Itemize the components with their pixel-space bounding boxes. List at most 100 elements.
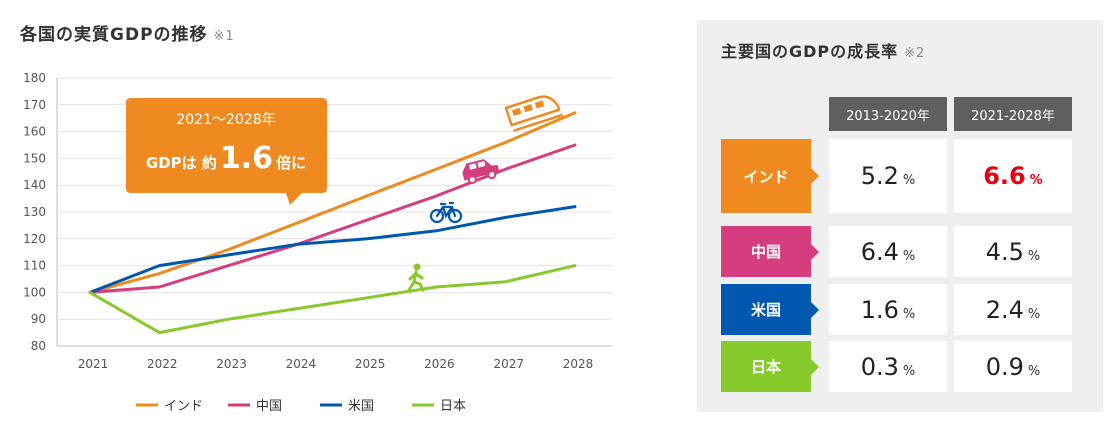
growth-unit: % [902,363,916,379]
y-tick-label: 80 [31,339,46,353]
x-tick-label: 2025 [355,357,386,371]
growth-unit: % [902,306,916,322]
x-axis-ticks: 2021 2022 2023 2024 2025 2026 2027 2028 [78,357,594,371]
growth-callout: 2021～2028年 GDPは 約 1.6 倍に [126,98,327,205]
growth-number: 6.4 [860,237,899,266]
growth-cell: 6.4% [829,226,947,277]
y-tick-label: 160 [23,125,46,139]
x-tick-label: 2024 [286,357,317,371]
legend-label: 米国 [348,399,374,414]
legend-label: 中国 [256,399,282,414]
series-lines [88,111,577,335]
y-tick-label: 120 [23,232,46,246]
panel-title-note: ※2 [904,46,926,61]
person-head [413,263,421,271]
growth-value: 5.2% [861,162,916,190]
y-tick-label: 130 [23,205,46,219]
train-body [504,95,561,127]
growth-number: 4.5 [985,237,1024,266]
growth-rate-panel: 主要国のGDPの成長率 ※2 2013-2020年 2021-2028年 インド 5… [697,20,1103,412]
growth-number: 6.6 [983,162,1026,190]
callout-bubble [126,98,327,205]
growth-number: 0.3 [860,352,899,381]
car-wheel [467,175,477,185]
col-header-2013-2020: 2013-2020年 [829,97,947,131]
growth-cell: 1.6% [829,284,947,335]
walking-person-icon [407,263,425,292]
y-tick-label: 150 [23,151,46,165]
panel-title-text: 主要国のGDPの成長率 [721,42,899,61]
train-window [534,100,545,109]
chart-legend: インド 中国 米国 日本 [136,399,466,414]
growth-unit: % [1027,248,1041,264]
y-tick-label: 100 [23,285,46,299]
bike-wheel [429,208,445,224]
growth-value: 0.3% [861,353,916,381]
growth-value: 1.6% [861,296,916,324]
series-line-インド [88,111,577,294]
x-tick-label: 2023 [216,357,247,371]
growth-value: 6.6% [983,162,1043,190]
growth-value: 4.5% [986,238,1041,266]
growth-number: 1.6 [860,295,899,324]
growth-cell: 2.4% [954,284,1072,335]
growth-cell: 5.2% [829,139,947,213]
growth-cell: 0.3% [829,341,947,392]
bike-frame [435,201,457,219]
train-rail [513,113,564,133]
train-window [523,104,533,113]
series-line-日本 [88,264,577,335]
growth-number: 0.9 [985,352,1024,381]
panel-title: 主要国のGDPの成長率 ※2 [721,38,925,62]
row-label-中国: 中国 [721,226,819,277]
callout-value: 1.6 [220,141,273,176]
growth-number: 2.4 [985,295,1024,324]
growth-value: 6.4% [861,238,916,266]
x-tick-label: 2021 [78,357,109,371]
car-wheel [487,170,497,180]
x-tick-label: 2022 [147,357,178,371]
chart-title-note: ※1 [213,29,235,44]
bicycle-icon [429,201,463,224]
car-icon [462,159,500,185]
growth-value: 2.4% [986,296,1041,324]
growth-cell: 6.6% [954,139,1072,213]
growth-unit: % [1029,173,1043,188]
chart-title-text: 各国の実質GDPの推移 [20,25,208,45]
row-label-日本: 日本 [721,341,819,392]
series-line-米国 [88,205,577,294]
x-tick-label: 2026 [424,357,455,371]
chart-title: 各国の実質GDPの推移 ※1 [20,20,235,45]
callout-period: 2021～2028年 [176,112,275,128]
growth-unit: % [1027,363,1041,379]
growth-cell: 0.9% [954,341,1072,392]
train-window [511,107,522,116]
y-axis-ticks: 80 90 100 110 120 130 140 150 160 170 180 [23,71,46,353]
row-label-米国: 米国 [721,284,819,335]
car-window [468,163,477,170]
x-tick-label: 2028 [563,357,594,371]
growth-number: 5.2 [860,162,899,190]
series-icons [407,95,564,292]
train-icon [504,95,564,133]
x-tick-label: 2027 [493,357,524,371]
callout-suffix: 倍に [276,154,306,172]
row-label-インド: インド [721,139,819,213]
growth-value: 0.9% [986,353,1041,381]
y-tick-label: 90 [31,312,46,326]
growth-unit: % [902,173,916,188]
growth-cell: 4.5% [954,226,1072,277]
growth-unit: % [1027,306,1041,322]
person-body [407,270,425,292]
bike-wheel [447,208,463,224]
legend-label: 日本 [440,399,466,414]
growth-unit: % [902,248,916,264]
legend-label: インド [164,399,203,414]
y-tick-label: 110 [23,259,46,273]
callout-prefix: GDPは 約 [146,154,217,172]
y-tick-label: 180 [23,71,46,85]
car-window [477,161,486,168]
gdp-line-chart: 80 90 100 110 120 130 140 150 160 170 180 2021 2022… [23,71,612,414]
callout-multiplier: GDPは 約 1.6 倍に [146,141,306,176]
y-tick-label: 170 [23,98,46,112]
